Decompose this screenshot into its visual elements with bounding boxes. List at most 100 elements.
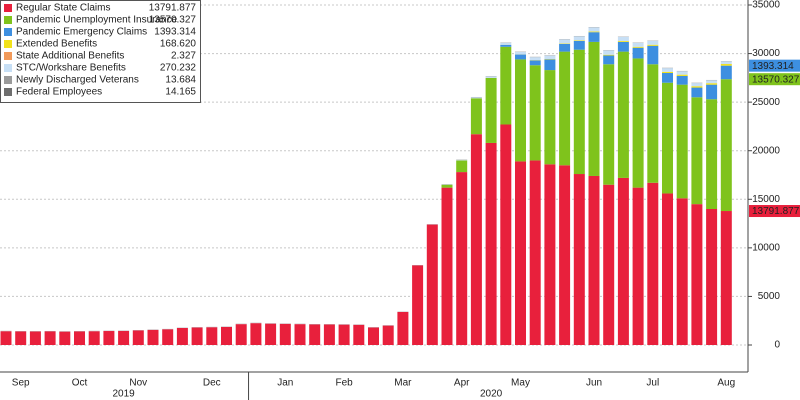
bar-segment [191,327,203,345]
value-tag-label: 13570.327 [752,74,800,85]
legend-swatch [4,16,12,24]
legend-value: 13791.877 [149,3,197,14]
bar-segment [529,160,541,345]
bar-segment [632,42,644,47]
legend-swatch [4,64,12,72]
legend-value: 14.165 [165,87,196,98]
bar-segment [617,41,629,42]
y-tick-label: 0 [774,340,780,351]
bar-segment [603,64,615,185]
legend-label: Regular State Claims [16,3,110,14]
bar-segment [647,45,659,65]
bar-segment [323,324,335,345]
bar-segment [720,61,732,65]
legend-label: Extended Benefits [16,39,97,50]
legend-value: 13570.327 [149,15,197,26]
legend-value: 13.684 [165,75,196,86]
legend-label: State Additional Benefits [16,51,124,62]
bar-segment [250,323,262,345]
bar-segment [470,134,482,345]
x-tick-label: Mar [394,378,412,389]
y-tick-label: 10000 [752,242,780,253]
x-tick-label: Apr [454,378,470,389]
bar-segment [74,331,85,345]
bar-segment [529,65,541,161]
bar-segment [500,42,512,45]
bar-segment [617,51,629,178]
bar-segment [235,324,247,345]
bar-segment [147,329,159,345]
legend-value: 270.232 [160,63,197,74]
bar-segment [662,68,673,72]
bar-segment [647,40,659,45]
bar-segment [441,187,453,345]
bar-segment [515,51,526,55]
bar-segment [221,326,232,345]
y-tick-label: 35000 [752,0,780,11]
legend-value: 1393.314 [154,27,196,38]
bar-segment [603,55,615,65]
bar-segment [515,161,526,345]
x-tick-label: May [511,378,530,389]
bar-segment [662,193,673,345]
value-tag-label: 1393.314 [752,61,794,72]
bar-segment [426,224,438,345]
legend-swatch [4,52,12,60]
bar-segment [515,59,526,162]
bar-segment [559,39,571,44]
bar-segment [647,182,659,345]
bar-segment [176,328,188,345]
bar-segment [617,36,629,42]
bar-segment [647,44,659,46]
x-tick-label: Jul [646,378,659,389]
bar-segment [662,71,673,73]
value-tag-label: 13791.877 [752,206,800,217]
bar-segment [720,79,732,212]
x-tick-label: Nov [129,378,147,389]
bar-segment [544,59,556,71]
x-tick-label: Oct [72,378,88,389]
bar-segment [603,50,615,55]
bar-segment [603,54,615,56]
bar-segment [59,331,71,345]
bars [0,27,732,345]
bar-segment [662,82,673,194]
bar-segment [529,57,541,61]
bar-segment [353,324,365,345]
bar-segment [206,327,218,345]
legend-swatch [4,40,12,48]
bar-segment [559,43,571,52]
bar-segment [456,172,468,345]
bar-segment [456,160,468,173]
bar-segment [500,44,512,47]
bar-segment [485,77,497,143]
bar-segment [676,74,688,76]
bar-segment [720,64,732,66]
bar-segment [470,98,482,135]
bar-segment [132,330,144,345]
bar-segment [647,64,659,183]
bar-segment [691,97,703,205]
bar-segment [676,71,688,75]
legend-swatch [4,28,12,36]
bar-segment [691,83,703,87]
bar-segment [632,58,644,188]
bar-segment [676,75,688,85]
bar-segment [691,86,703,88]
bar-segment [720,65,732,80]
bar-segment [632,46,644,48]
bar-segment [412,265,424,345]
bar-segment [676,198,688,345]
bar-segment [294,324,306,345]
bar-segment [500,124,512,345]
y-tick-label: 5000 [758,291,781,302]
bar-segment [617,177,629,345]
legend-swatch [4,88,12,96]
year-label: 2020 [480,389,503,400]
bar-segment [720,211,732,345]
bar-segment [544,70,556,165]
bar-segment [338,324,350,345]
y-tick-label: 25000 [752,97,780,108]
value-tag [749,59,800,72]
